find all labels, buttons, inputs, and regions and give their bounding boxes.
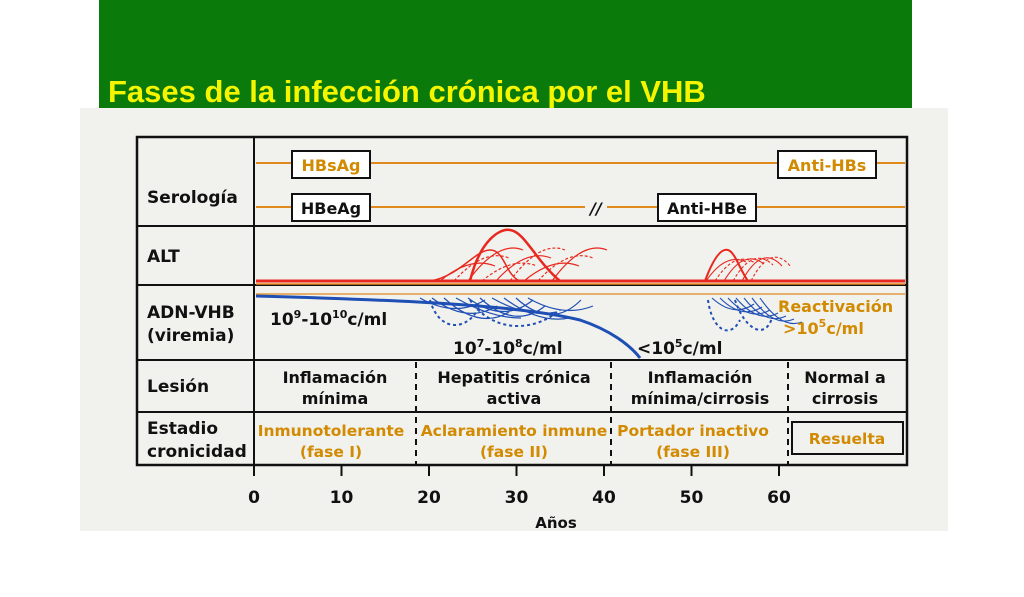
alt-peak-main <box>468 228 561 282</box>
dna-late-fan-line <box>719 297 763 313</box>
row-label-lesion: Lesión <box>147 377 209 397</box>
row-label-adn: ADN-VHB <box>147 303 235 323</box>
time-axis-label: Años <box>535 514 577 532</box>
dna-late-fan-line <box>751 297 795 322</box>
alt-peak-fan <box>453 255 510 282</box>
lesion-3-line1: Inflamación <box>648 368 753 387</box>
time-axis-tick-label: 40 <box>592 488 616 508</box>
lesion-1-line2: mínima <box>302 389 369 408</box>
phase-1-number: (fase I) <box>300 443 362 461</box>
dna-fan-line <box>503 297 570 320</box>
row-label-serologia: Serología <box>147 188 238 208</box>
alt-peak-fan <box>523 262 580 282</box>
time-axis-tick-label: 50 <box>680 488 704 508</box>
phase-3-name: Portador inactivo <box>617 422 769 440</box>
axis-break-mark: // <box>588 199 603 218</box>
dna-fan-line <box>479 297 546 317</box>
dna-fan-line <box>467 297 534 313</box>
dna-late-fan-line <box>743 297 787 320</box>
alt-peak-late-fan <box>723 258 765 282</box>
alt-peak-late-fan <box>750 256 792 282</box>
phase-4-name: Resuelta <box>809 430 885 448</box>
row-label-estadio: Estadio <box>147 419 218 439</box>
phase-3-number: (fase III) <box>656 443 730 461</box>
time-axis-tick-label: 60 <box>767 488 791 508</box>
resuelta-box <box>791 421 904 455</box>
phase-2-number: (fase II) <box>480 443 548 461</box>
alt-peak-fan <box>481 262 538 282</box>
hbeag-label: HBeAg <box>301 199 361 218</box>
anti-hbs-label: Anti-HBs <box>788 156 867 175</box>
row-label-alt: ALT <box>147 247 180 267</box>
dna-flare-fans <box>419 297 803 332</box>
viremia-level-high: 109-1010c/ml <box>270 308 387 330</box>
reactivation-level: >105c/ml <box>783 317 864 338</box>
phase-2-name: Aclaramiento inmune <box>421 422 608 440</box>
dna-late-fan-line <box>727 297 771 315</box>
viremia-level-mid: 107-108c/ml <box>453 337 563 359</box>
alt-flare-peaks <box>429 228 792 282</box>
dna-fan-line <box>515 297 582 316</box>
hbsag-label: HBsAg <box>302 156 361 175</box>
time-axis-tick-label: 20 <box>417 488 441 508</box>
alt-peak-late-fan <box>741 257 783 282</box>
reactivation-label: Reactivación <box>778 297 893 316</box>
lesion-4-line1: Normal a <box>804 368 886 387</box>
lesion-3-line2: mínima/cirrosis <box>631 389 770 408</box>
row-label-viremia: (viremia) <box>147 326 234 346</box>
alt-peak-fan <box>467 247 524 282</box>
row-label-cronicidad: cronicidad <box>147 442 247 462</box>
alt-peak-late <box>704 248 749 282</box>
alt-peak-fan <box>509 247 566 282</box>
viremia-level-low: <105c/ml <box>637 337 722 359</box>
dna-dip <box>429 299 481 326</box>
dna-late-fan-line <box>759 297 803 325</box>
lesion-1-line1: Inflamación <box>283 368 388 387</box>
dna-fan-line <box>455 297 522 319</box>
dna-fan-line <box>419 297 486 310</box>
dna-dip <box>469 299 561 327</box>
time-axis-tick-label: 30 <box>505 488 529 508</box>
alt-peak-fan <box>551 247 608 282</box>
anti-hbe-box <box>657 193 757 222</box>
lesion-2-line1: Hepatitis crónica <box>437 368 590 387</box>
alt-peak-late-fan <box>714 258 756 282</box>
anti-hbe-label: Anti-HBe <box>667 199 747 218</box>
hbsag-box <box>291 150 371 179</box>
dna-decline-curve <box>255 294 642 359</box>
dna-fan-line <box>443 297 510 320</box>
dna-late-dip <box>707 299 741 332</box>
alt-peak-fan <box>537 255 594 282</box>
title-bar <box>99 0 912 118</box>
slide-title: Fases de la infección crónica por el VHB <box>108 74 706 109</box>
time-axis-tick-label: 0 <box>248 488 260 508</box>
time-axis: 0 10 20 30 40 50 60 <box>248 465 791 508</box>
anti-hbs-box <box>777 150 877 179</box>
dna-fan-line <box>527 297 594 312</box>
phase-1-name: Inmunotolerante <box>258 422 405 440</box>
table-frame <box>135 135 909 467</box>
break-gap <box>585 198 607 216</box>
alt-peak-fan <box>495 255 552 282</box>
lesion-4-line2: cirrosis <box>812 389 878 408</box>
alt-peak-late-fan <box>732 257 774 282</box>
time-axis-tick-label: 10 <box>330 488 354 508</box>
alt-peak-fan <box>439 262 496 282</box>
lesion-2-line2: activa <box>487 389 542 408</box>
hbeag-box <box>291 193 371 222</box>
